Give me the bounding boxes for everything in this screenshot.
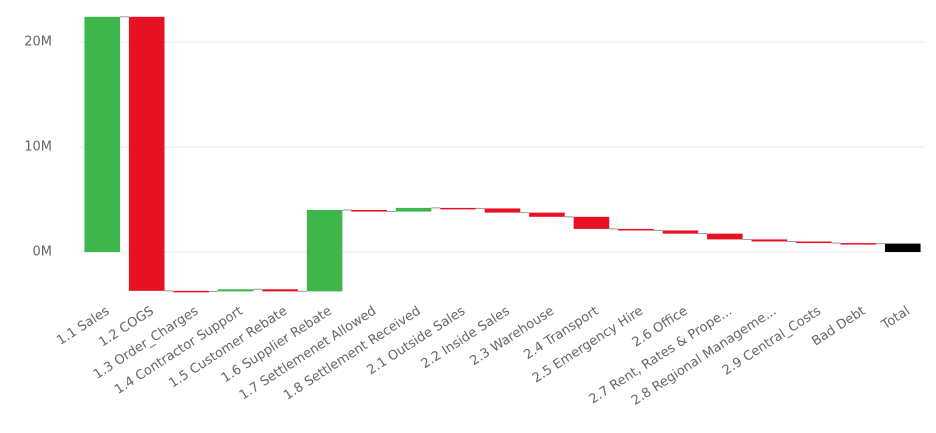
bar xyxy=(484,208,521,213)
bar xyxy=(173,290,209,293)
bar xyxy=(84,16,121,253)
bar xyxy=(395,207,432,212)
bar xyxy=(751,239,788,242)
bar xyxy=(796,241,832,244)
bar xyxy=(217,289,254,292)
bar xyxy=(351,210,387,212)
bar xyxy=(884,243,921,253)
bar xyxy=(840,243,877,245)
bar xyxy=(618,228,654,231)
bar xyxy=(662,230,699,234)
y-tick-label: 10M xyxy=(24,140,52,155)
y-tick-label: 0M xyxy=(33,245,53,260)
bar xyxy=(128,16,165,291)
bar xyxy=(707,233,743,240)
bar xyxy=(529,212,565,217)
bar xyxy=(306,210,343,292)
bar xyxy=(262,289,298,292)
bar xyxy=(573,216,610,229)
bar xyxy=(440,207,476,210)
x-tick-label: Total xyxy=(878,304,912,334)
y-tick-label: 20M xyxy=(24,35,52,50)
